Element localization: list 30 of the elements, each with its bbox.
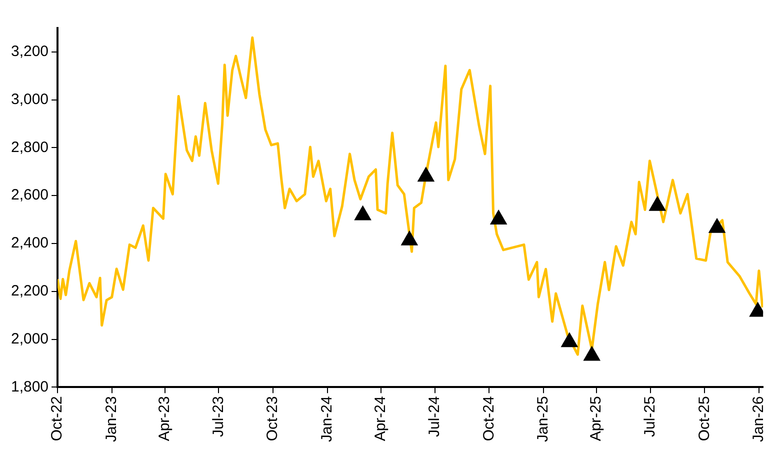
x-tick-label: Oct-25 xyxy=(696,396,713,442)
x-tick-label: Apr-23 xyxy=(156,396,174,442)
x-tick-label: Jul-24 xyxy=(426,396,443,437)
y-tick-label: 2,800 xyxy=(10,138,49,156)
y-tick-label: 1,800 xyxy=(10,378,49,396)
y-tick-label: 2,400 xyxy=(10,234,49,252)
point xyxy=(584,346,600,361)
x-tick-label: Apr-25 xyxy=(588,396,605,442)
x-tick-label: Jul-23 xyxy=(210,396,227,437)
point xyxy=(561,332,578,348)
point xyxy=(490,210,507,225)
y-tick-label: 2,000 xyxy=(10,330,49,348)
x-tick-label: Jan-25 xyxy=(534,396,552,442)
x-tick-label: Oct-22 xyxy=(48,396,66,442)
y-tick-label: 3,000 xyxy=(10,90,49,108)
x-tick-label: Jul-25 xyxy=(641,396,658,437)
point xyxy=(418,167,434,182)
x-tick-label: Oct-24 xyxy=(480,396,498,442)
y-tick-label: 2,600 xyxy=(10,186,49,204)
point xyxy=(649,196,666,211)
y-tick-label: 3,200 xyxy=(10,43,49,60)
point xyxy=(354,206,372,220)
x-tick-label: Jan-26 xyxy=(750,396,768,442)
y-tick-label: 2,200 xyxy=(10,282,49,300)
x-tick-label: Apr-24 xyxy=(372,396,390,442)
x-tick-label: Jan-23 xyxy=(102,396,120,442)
point xyxy=(401,230,418,246)
x-tick-label: Jan-24 xyxy=(318,396,336,442)
x-tick-label: Oct-23 xyxy=(264,396,282,442)
point xyxy=(708,218,726,233)
